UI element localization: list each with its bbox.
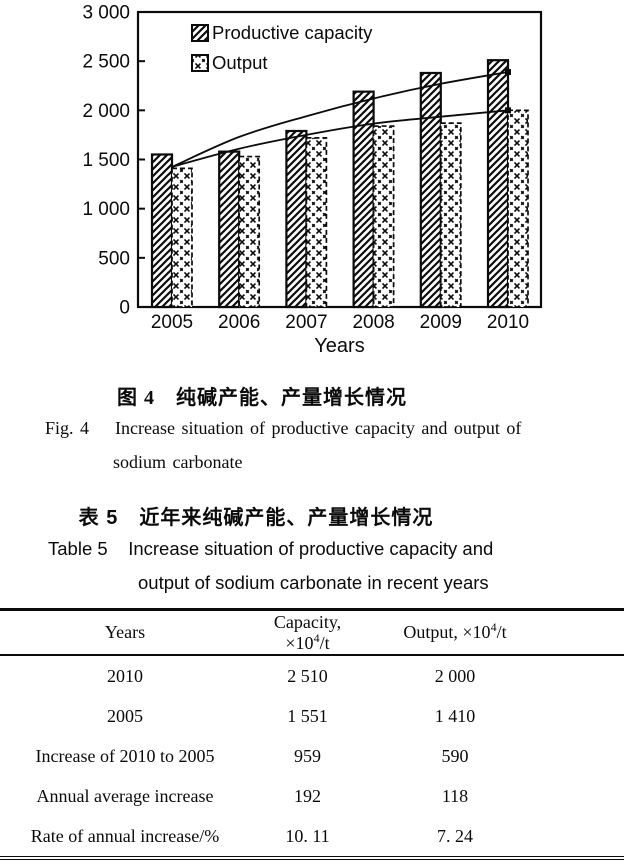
table-cell: 10. 11 bbox=[285, 825, 330, 846]
table-cell: 2005 bbox=[107, 705, 143, 726]
trend-end-marker bbox=[505, 107, 511, 114]
table5-body: 2010 2 510 2 000 2005 1 551 1 410 Increase of … bbox=[0, 655, 624, 858]
y-tick-label: 500 bbox=[98, 248, 130, 269]
figure4-chart: 0 500 1 000 1 500 2 000 2 500 3 000 2005 2006 200… bbox=[82, 3, 543, 357]
table-spacer-cell bbox=[545, 696, 624, 736]
table5-caption-zh: 表 5 近年来纯碱产能、产量增长情况 bbox=[78, 507, 434, 529]
y-tick-label: 1 000 bbox=[82, 199, 130, 220]
legend-swatch-capacity bbox=[191, 24, 209, 42]
trend-end-marker bbox=[505, 68, 511, 75]
table-cell: 1 551 bbox=[287, 705, 328, 726]
table-spacer-cell bbox=[545, 736, 624, 776]
x-tick-label: 2007 bbox=[285, 312, 327, 333]
table-cell: 192 bbox=[294, 785, 321, 806]
table-row: Rate of annual increase/% 10. 11 7. 24 bbox=[0, 816, 624, 858]
table-cell: 2 510 bbox=[287, 665, 328, 686]
x-tick-label: 2008 bbox=[352, 312, 394, 333]
table-cell: 118 bbox=[441, 785, 469, 806]
table-cell: 959 bbox=[294, 745, 321, 766]
table5-caption-en-line2: output of sodium carbonate in recent yea… bbox=[138, 572, 489, 593]
x-tick-label: 2006 bbox=[218, 312, 260, 333]
table-cell: Rate of annual increase/% bbox=[30, 825, 220, 846]
y-tick-label: 2 500 bbox=[82, 52, 130, 73]
figure4-caption-en-line1: Fig. 4 Increase situation of productive … bbox=[45, 418, 522, 438]
y-tick-label: 0 bbox=[119, 298, 130, 319]
bar-productive-capacity-2009 bbox=[419, 71, 442, 309]
table-cell: 1 410 bbox=[434, 705, 476, 726]
legend-label-capacity: Productive capacity bbox=[212, 22, 373, 43]
table-header-row: Years Capacity, ×104/t Output, ×104/t bbox=[0, 609, 624, 656]
y-tick-label: 3 000 bbox=[82, 3, 130, 24]
table-row: 2010 2 510 2 000 bbox=[0, 655, 624, 696]
col-header-years: Years bbox=[0, 609, 250, 656]
x-tick-label: 2010 bbox=[487, 312, 529, 333]
col-header-capacity: Capacity, ×104/t bbox=[250, 609, 365, 656]
table5-caption-en-line1: Table 5 Increase situation of productive… bbox=[48, 538, 494, 559]
col-header-output: Output, ×104/t bbox=[365, 609, 545, 656]
table-row: 2005 1 551 1 410 bbox=[0, 696, 624, 736]
bar-output-2009 bbox=[439, 122, 462, 308]
bar-productive-capacity-2005 bbox=[150, 153, 174, 309]
table-cell: 2010 bbox=[107, 665, 143, 686]
table5: Years Capacity, ×104/t Output, ×104/t 20… bbox=[0, 608, 624, 860]
legend-label-output: Output bbox=[212, 52, 268, 73]
x-axis-title: Years bbox=[314, 335, 364, 357]
bar-productive-capacity-2007 bbox=[285, 129, 308, 309]
table-spacer-cell bbox=[545, 776, 624, 816]
bar-output-2008 bbox=[372, 125, 395, 308]
x-tick-label: 2009 bbox=[420, 312, 462, 333]
y-tick-label: 2 000 bbox=[82, 101, 130, 122]
y-tick-label: 1 500 bbox=[82, 150, 130, 171]
legend-swatch-output bbox=[191, 54, 209, 72]
col-header-spacer bbox=[545, 609, 624, 656]
table-cell: 7. 24 bbox=[437, 825, 473, 846]
table-row: Increase of 2010 to 2005 959 590 bbox=[0, 736, 624, 776]
trend-line-capacity bbox=[171, 71, 509, 168]
table-spacer-cell bbox=[545, 816, 624, 858]
bar-output-2010 bbox=[507, 109, 529, 308]
trend-line-output bbox=[171, 109, 509, 168]
bar-productive-capacity-2006 bbox=[218, 150, 241, 309]
figure4-caption-zh: 图 4 纯碱产能、产量增长情况 bbox=[117, 387, 407, 409]
table-spacer-cell bbox=[545, 655, 624, 696]
figure4-caption-en-line2: sodium carbonate bbox=[113, 452, 243, 472]
bar-productive-capacity-2010 bbox=[486, 59, 510, 309]
table-cell: 590 bbox=[441, 745, 469, 766]
x-tick-label: 2005 bbox=[151, 312, 193, 333]
bar-output-2006 bbox=[238, 155, 261, 308]
table-cell: Annual average increase bbox=[36, 785, 214, 806]
table-cell: Increase of 2010 to 2005 bbox=[35, 745, 215, 766]
bar-output-2005 bbox=[171, 167, 193, 308]
table-row: Annual average increase 192 118 bbox=[0, 776, 624, 816]
bar-output-2007 bbox=[305, 137, 328, 308]
table-cell: 2 000 bbox=[434, 665, 476, 686]
